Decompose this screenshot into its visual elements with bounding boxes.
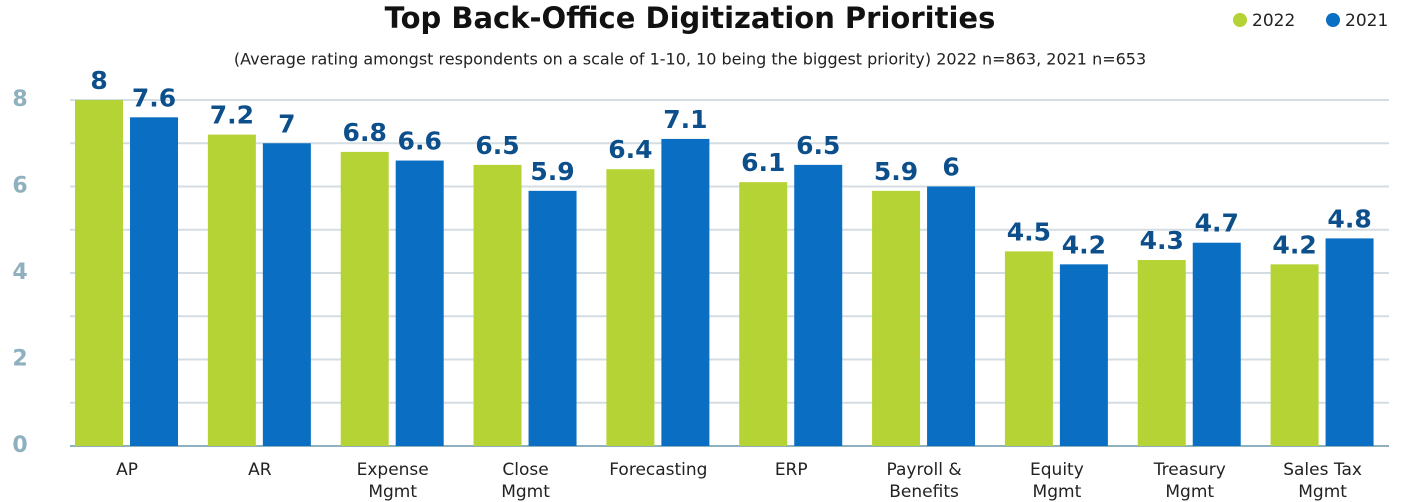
bar (739, 182, 788, 447)
value-label: 6 (942, 153, 959, 182)
y-tick-label: 0 (12, 433, 27, 458)
value-label: 4.3 (1140, 226, 1184, 255)
value-label: 7.6 (132, 83, 176, 112)
y-tick-label: 8 (12, 87, 27, 112)
x-tick-label: Sales Tax (1283, 460, 1362, 480)
x-tick-label: Treasury (1153, 460, 1226, 480)
bar (395, 160, 444, 447)
x-tick-label: ERP (775, 460, 808, 480)
bar (606, 169, 655, 446)
bar (207, 134, 256, 446)
value-label: 6.8 (343, 118, 387, 147)
bar (340, 151, 389, 446)
legend-label: 2022 (1252, 11, 1295, 31)
value-label: 5.9 (874, 157, 918, 186)
value-label: 6.1 (741, 148, 785, 177)
bar (794, 164, 843, 446)
x-tick-label: Close (502, 460, 548, 480)
x-tick-label: AR (248, 460, 272, 480)
x-tick-label: Expense (357, 460, 429, 480)
x-tick-label: Forecasting (609, 460, 707, 480)
y-tick-label: 4 (12, 260, 27, 285)
x-tick-label: AP (116, 460, 138, 480)
value-label: 4.2 (1062, 230, 1106, 259)
value-label: 8 (90, 66, 107, 95)
value-label: 7.2 (210, 101, 254, 130)
y-tick-label: 2 (12, 347, 27, 372)
value-label: 7.1 (663, 105, 707, 134)
bar (75, 100, 124, 446)
y-tick-label: 6 (12, 174, 27, 199)
chart-subtitle: (Average rating amongst respondents on a… (234, 50, 1146, 69)
value-label: 6.4 (608, 135, 652, 164)
value-label: 7 (278, 109, 295, 138)
value-label: 4.7 (1195, 209, 1239, 238)
bar (1059, 264, 1108, 446)
legend-label: 2021 (1345, 11, 1388, 31)
bar (1325, 238, 1374, 446)
x-tick-label: Equity (1030, 460, 1084, 480)
bar (1137, 260, 1186, 446)
value-label: 4.8 (1327, 204, 1371, 233)
value-label: 4.2 (1272, 230, 1316, 259)
x-tick-label: Mgmt (368, 482, 417, 502)
bar (1270, 264, 1319, 446)
x-tick-label: Mgmt (1165, 482, 1214, 502)
x-tick-label: Mgmt (1033, 482, 1082, 502)
value-label: 6.5 (796, 131, 840, 160)
bar (262, 143, 311, 446)
bar (528, 190, 577, 446)
value-label: 6.6 (398, 127, 442, 156)
legend-swatch (1233, 13, 1247, 27)
chart-title: Top Back-Office Digitization Priorities (385, 1, 996, 35)
x-tick-label: Mgmt (1298, 482, 1347, 502)
x-tick-label: Mgmt (501, 482, 550, 502)
x-tick-label: Payroll & (887, 460, 962, 480)
bar (872, 190, 921, 446)
bar (1192, 242, 1241, 446)
bar (1004, 251, 1053, 446)
value-label: 6.5 (475, 131, 519, 160)
x-tick-label: Benefits (889, 482, 959, 502)
bar (661, 138, 710, 447)
bar (130, 117, 179, 447)
bar (927, 186, 976, 446)
bar (473, 164, 522, 446)
legend-swatch (1326, 13, 1340, 27)
value-label: 5.9 (530, 157, 574, 186)
value-label: 4.5 (1007, 217, 1051, 246)
